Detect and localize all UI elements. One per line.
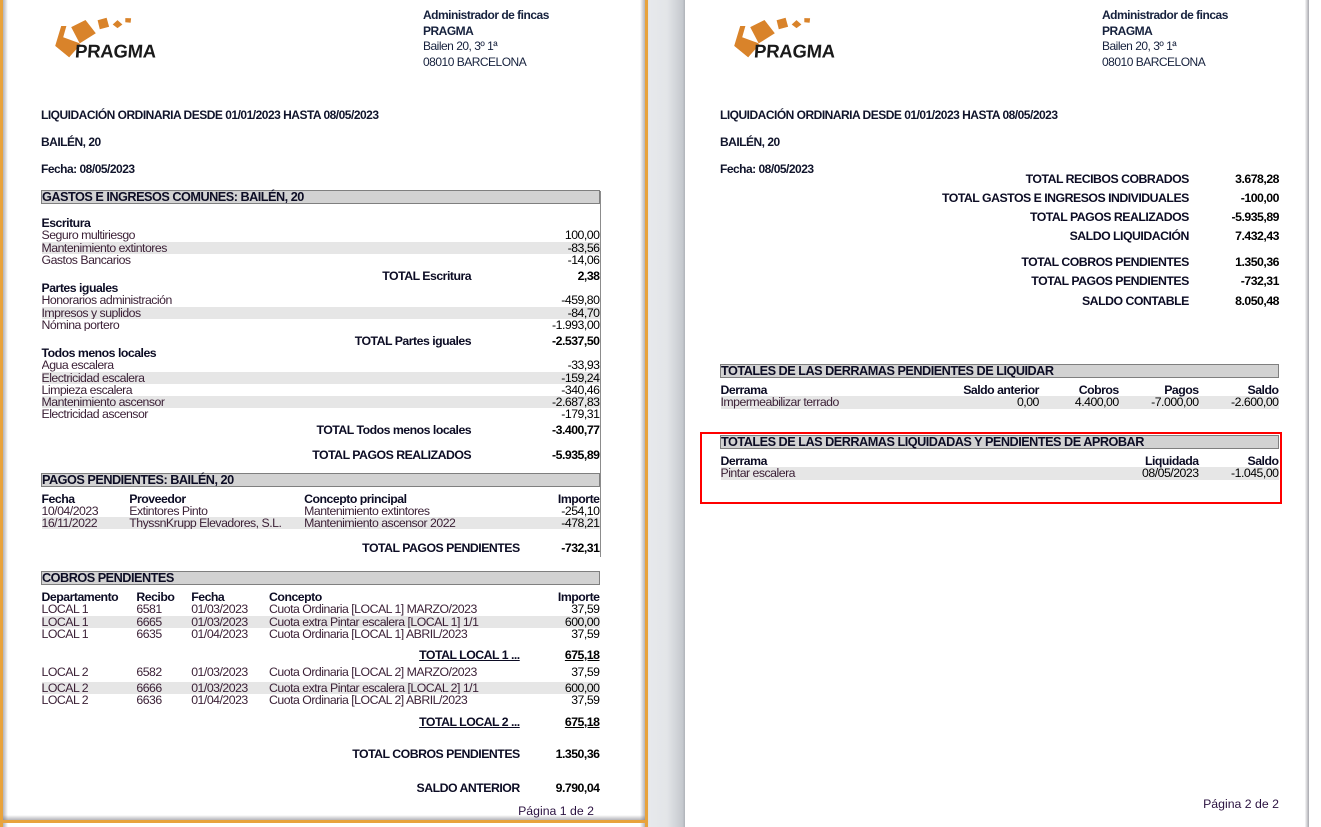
svg-text:PRAGMA: PRAGMA xyxy=(74,41,156,62)
svg-text:PRAGMA: PRAGMA xyxy=(753,41,835,62)
